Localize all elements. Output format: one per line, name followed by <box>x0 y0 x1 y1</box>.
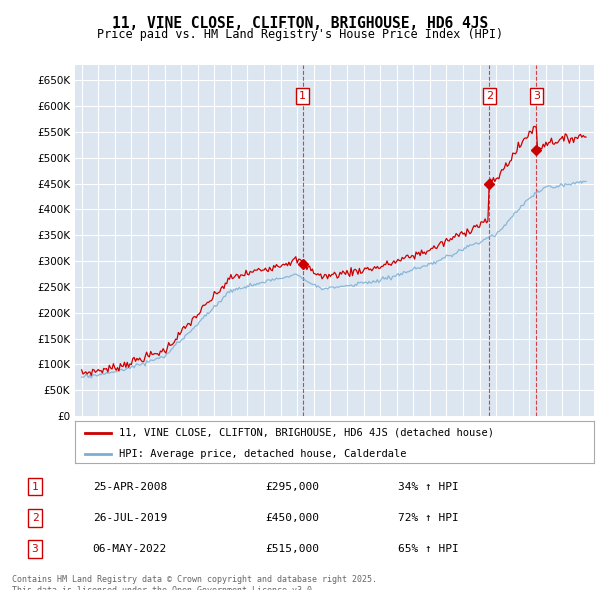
Text: 1: 1 <box>32 481 38 491</box>
Text: Price paid vs. HM Land Registry's House Price Index (HPI): Price paid vs. HM Land Registry's House … <box>97 28 503 41</box>
Text: £295,000: £295,000 <box>265 481 319 491</box>
Text: 11, VINE CLOSE, CLIFTON, BRIGHOUSE, HD6 4JS: 11, VINE CLOSE, CLIFTON, BRIGHOUSE, HD6 … <box>112 16 488 31</box>
Text: 3: 3 <box>32 544 38 554</box>
Text: HPI: Average price, detached house, Calderdale: HPI: Average price, detached house, Cald… <box>119 449 407 459</box>
Text: 2: 2 <box>485 91 493 101</box>
Text: 34% ↑ HPI: 34% ↑ HPI <box>398 481 458 491</box>
Text: £450,000: £450,000 <box>265 513 319 523</box>
Text: £515,000: £515,000 <box>265 544 319 554</box>
Text: 06-MAY-2022: 06-MAY-2022 <box>92 544 167 554</box>
Text: 26-JUL-2019: 26-JUL-2019 <box>92 513 167 523</box>
Text: 3: 3 <box>533 91 540 101</box>
Text: 1: 1 <box>299 91 306 101</box>
Text: 65% ↑ HPI: 65% ↑ HPI <box>398 544 458 554</box>
Text: 2: 2 <box>32 513 38 523</box>
Text: 11, VINE CLOSE, CLIFTON, BRIGHOUSE, HD6 4JS (detached house): 11, VINE CLOSE, CLIFTON, BRIGHOUSE, HD6 … <box>119 428 494 438</box>
Text: Contains HM Land Registry data © Crown copyright and database right 2025.
This d: Contains HM Land Registry data © Crown c… <box>12 575 377 590</box>
Text: 72% ↑ HPI: 72% ↑ HPI <box>398 513 458 523</box>
Text: 25-APR-2008: 25-APR-2008 <box>92 481 167 491</box>
